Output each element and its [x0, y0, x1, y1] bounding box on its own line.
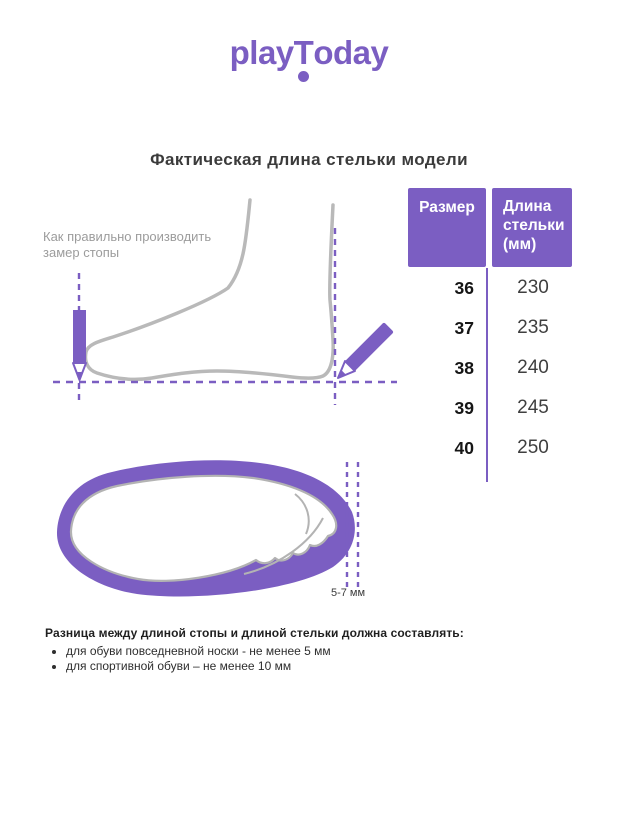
length-value: 230 — [517, 277, 549, 298]
notes-item: для спортивной обуви – не менее 10 мм — [66, 659, 565, 673]
size-table: 36 230 37 235 38 240 39 245 40 250 — [408, 268, 572, 468]
size-value: 39 — [454, 397, 474, 418]
notes-block: Разница между длиной стопы и длиной стел… — [45, 626, 565, 674]
insole-gap-label: 5-7 мм — [330, 587, 366, 599]
size-value: 36 — [454, 277, 474, 298]
length-value: 245 — [517, 397, 549, 418]
logo-dot — [298, 71, 309, 82]
size-value: 40 — [454, 437, 474, 458]
footprint-outline — [69, 474, 338, 582]
logo-part-play: play — [229, 34, 295, 71]
page-title: Фактическая длина стельки модели — [150, 150, 468, 169]
table-header-size: Размер — [408, 188, 486, 267]
table-row: 36 230 — [408, 268, 572, 308]
table-row: 39 245 — [408, 388, 572, 428]
length-value: 250 — [517, 437, 549, 458]
foot-measurement-diagram — [53, 198, 397, 405]
insole-diagram — [56, 460, 360, 597]
logo-part-t: T — [294, 34, 314, 82]
table-row: 38 240 — [408, 348, 572, 388]
pencil-diagonal-icon — [337, 322, 394, 379]
foot-side-outline — [83, 198, 335, 382]
big-toe-line — [294, 493, 310, 535]
length-value: 235 — [517, 317, 549, 338]
notes-item: для обуви повседневной носки - не менее … — [66, 644, 565, 658]
table-row: 40 250 — [408, 428, 572, 468]
logo-part-oday: oday — [313, 34, 389, 71]
table-column-divider — [486, 268, 488, 482]
notes-list: для обуви повседневной носки - не менее … — [45, 644, 565, 673]
table-header-length: Длина стельки (мм) — [492, 188, 572, 267]
brand-logo: playT oday — [0, 34, 618, 82]
table-row: 37 235 — [408, 308, 572, 348]
pencil-vertical-icon — [72, 310, 87, 381]
length-value: 240 — [517, 357, 549, 378]
foot-ball-line — [243, 517, 324, 575]
measure-caption: Как правильно производить замер стопы — [43, 229, 212, 260]
brand-logo-text: playT oday — [229, 34, 389, 82]
size-value: 38 — [454, 357, 474, 378]
size-value: 37 — [454, 317, 474, 338]
notes-heading: Разница между длиной стопы и длиной стел… — [45, 626, 464, 640]
